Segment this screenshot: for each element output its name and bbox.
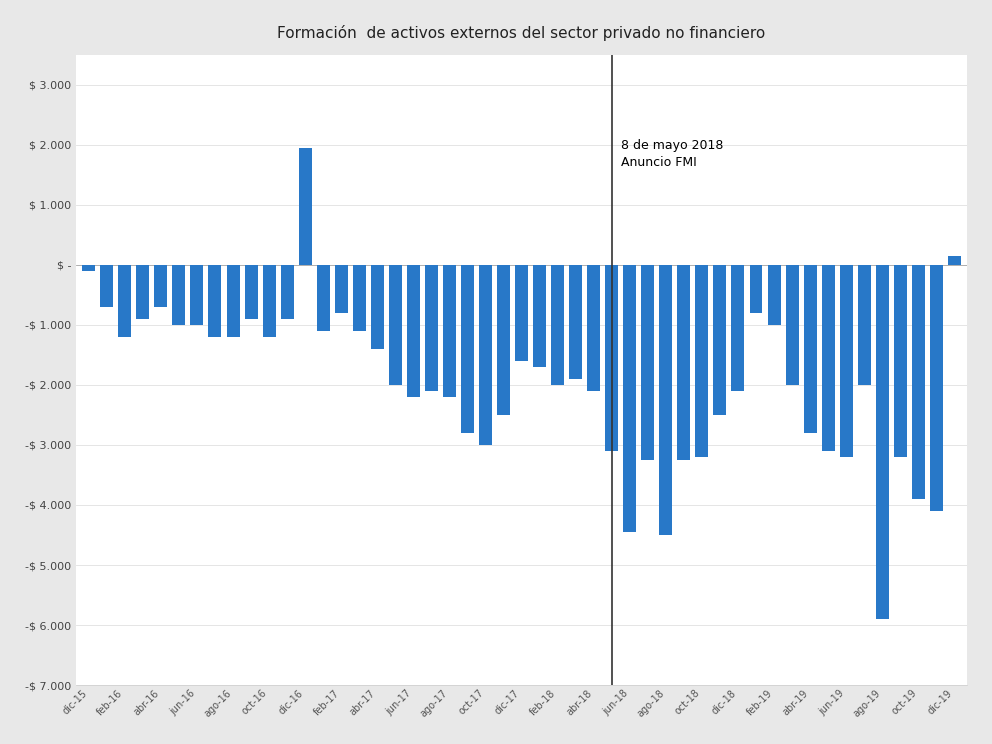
Bar: [515, 265, 528, 361]
Bar: [208, 265, 221, 337]
Bar: [894, 265, 907, 457]
Bar: [552, 265, 564, 385]
Bar: [660, 265, 673, 535]
Bar: [263, 265, 276, 337]
Bar: [82, 265, 95, 271]
Bar: [461, 265, 474, 433]
Bar: [695, 265, 708, 457]
Bar: [281, 265, 294, 319]
Bar: [605, 265, 618, 451]
Bar: [173, 265, 186, 325]
Bar: [587, 265, 600, 391]
Bar: [118, 265, 131, 337]
Bar: [479, 265, 492, 445]
Bar: [155, 265, 168, 307]
Bar: [245, 265, 258, 319]
Bar: [768, 265, 781, 325]
Text: 8 de mayo 2018
Anuncio FMI: 8 de mayo 2018 Anuncio FMI: [621, 138, 723, 169]
Bar: [100, 265, 113, 307]
Bar: [442, 265, 456, 397]
Bar: [497, 265, 510, 415]
Bar: [750, 265, 763, 312]
Bar: [930, 265, 942, 511]
Bar: [858, 265, 871, 385]
Bar: [839, 265, 853, 457]
Bar: [425, 265, 437, 391]
Bar: [713, 265, 726, 415]
Bar: [948, 256, 961, 265]
Bar: [821, 265, 834, 451]
Bar: [623, 265, 636, 532]
Bar: [136, 265, 150, 319]
Title: Formación  de activos externos del sector privado no financiero: Formación de activos externos del sector…: [278, 25, 766, 41]
Bar: [569, 265, 582, 379]
Bar: [353, 265, 366, 331]
Bar: [389, 265, 402, 385]
Bar: [533, 265, 546, 367]
Bar: [316, 265, 329, 331]
Bar: [299, 148, 311, 265]
Bar: [876, 265, 889, 619]
Bar: [678, 265, 690, 460]
Bar: [334, 265, 348, 312]
Bar: [804, 265, 816, 433]
Bar: [407, 265, 420, 397]
Bar: [912, 265, 925, 499]
Bar: [226, 265, 239, 337]
Bar: [641, 265, 655, 460]
Bar: [731, 265, 744, 391]
Bar: [190, 265, 203, 325]
Bar: [786, 265, 799, 385]
Bar: [371, 265, 384, 349]
